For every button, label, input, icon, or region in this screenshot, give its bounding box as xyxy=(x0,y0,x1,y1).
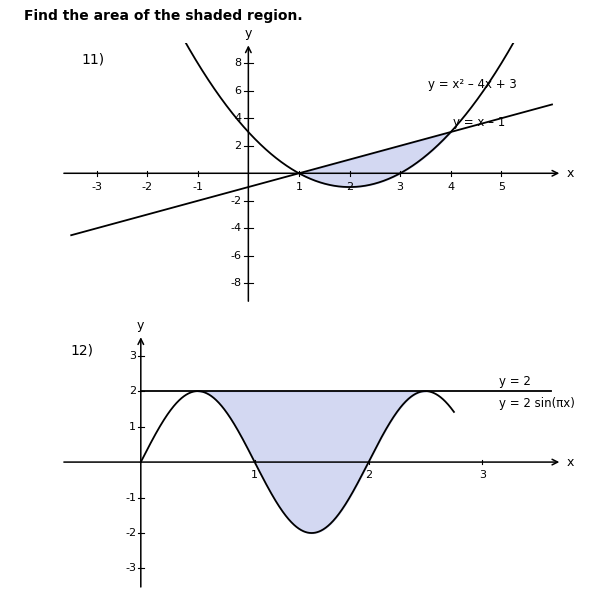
Text: -4: -4 xyxy=(230,223,241,233)
Text: y: y xyxy=(244,27,252,40)
Text: 11): 11) xyxy=(81,52,104,66)
Text: -2: -2 xyxy=(142,182,153,192)
Text: Find the area of the shaded region.: Find the area of the shaded region. xyxy=(24,9,303,23)
Text: 3: 3 xyxy=(479,470,486,480)
Text: x: x xyxy=(567,455,574,469)
Text: 6: 6 xyxy=(235,86,241,95)
Text: 8: 8 xyxy=(235,58,241,68)
Text: 2: 2 xyxy=(235,141,241,151)
Text: -6: -6 xyxy=(230,251,241,261)
Text: -2: -2 xyxy=(230,196,241,206)
Text: -1: -1 xyxy=(192,182,203,192)
Text: 4: 4 xyxy=(235,113,241,123)
Text: 2: 2 xyxy=(346,182,353,192)
Text: 5: 5 xyxy=(498,182,505,192)
Text: y = x – 1: y = x – 1 xyxy=(453,117,505,130)
Text: -3: -3 xyxy=(91,182,102,192)
Text: 3: 3 xyxy=(397,182,404,192)
Text: 2: 2 xyxy=(365,470,372,480)
Text: 4: 4 xyxy=(447,182,455,192)
Text: 1: 1 xyxy=(296,182,302,192)
Text: 2: 2 xyxy=(129,386,136,396)
Text: y = x² – 4x + 3: y = x² – 4x + 3 xyxy=(428,78,517,91)
Text: 12): 12) xyxy=(70,344,93,358)
Text: y = 2 sin(πx): y = 2 sin(πx) xyxy=(500,397,576,410)
Text: -1: -1 xyxy=(125,492,136,503)
Text: -8: -8 xyxy=(230,278,241,288)
Text: 1: 1 xyxy=(251,470,258,480)
Text: 1: 1 xyxy=(130,421,136,432)
Text: -2: -2 xyxy=(125,528,136,538)
Text: 3: 3 xyxy=(130,351,136,361)
Text: y: y xyxy=(137,319,144,332)
Text: x: x xyxy=(567,167,574,180)
Text: -3: -3 xyxy=(125,564,136,573)
Text: y = 2: y = 2 xyxy=(500,375,532,388)
